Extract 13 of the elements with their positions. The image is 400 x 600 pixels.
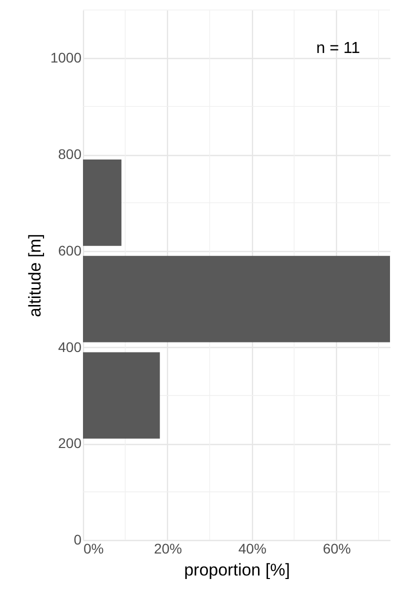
x-tick-label: 20% [154, 540, 182, 556]
x-tick-label: 40% [238, 540, 266, 556]
y-tick-label: 0 [74, 532, 82, 548]
y-tick-label: 800 [58, 146, 82, 162]
y-tick-label: 200 [58, 435, 82, 452]
x-tick-label: 60% [322, 540, 351, 556]
x-axis-title: proportion [%] [184, 560, 290, 580]
y-tick-label: 1000 [50, 50, 82, 66]
annotation: n = 11 [316, 40, 360, 57]
y-axis-title: altitude [m] [25, 234, 44, 318]
y-tick-label: 400 [58, 338, 82, 355]
y-tick-label: 600 [58, 242, 82, 258]
x-tick-label: 0% [84, 540, 104, 556]
